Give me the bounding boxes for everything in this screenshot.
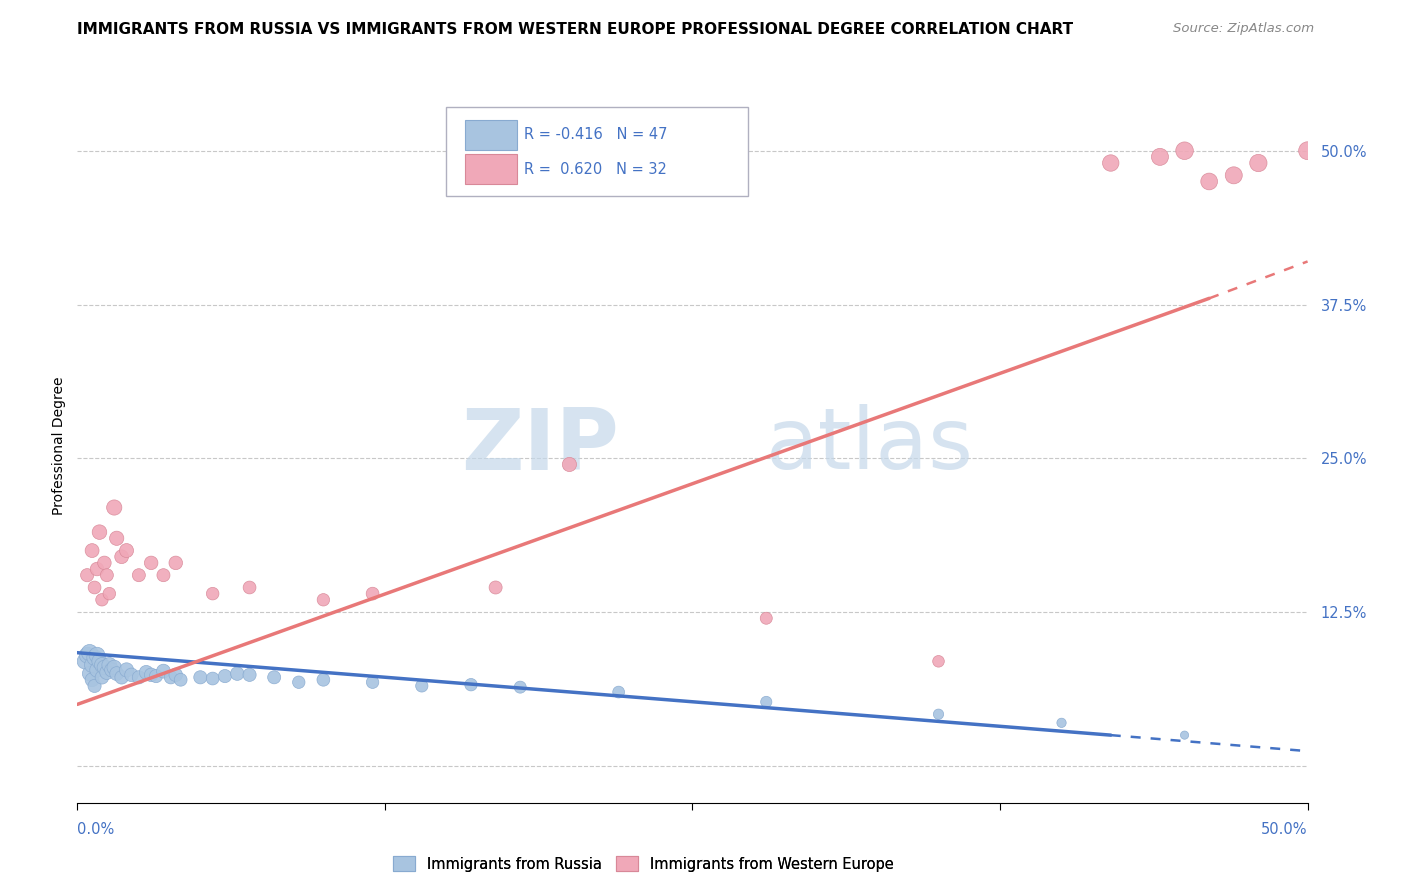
Point [76, 648, 98, 662]
Point [165, 556, 187, 570]
Point [128, 568, 150, 582]
Point [460, 678, 482, 692]
Point [607, 685, 630, 699]
Point [135, 665, 157, 680]
Point [165, 668, 187, 682]
Point [96, 568, 118, 582]
FancyBboxPatch shape [465, 120, 516, 150]
Point [90, 670, 114, 684]
Point [83, 679, 105, 693]
Point [755, 695, 778, 709]
Point [111, 549, 132, 564]
Point [361, 675, 384, 690]
Point [160, 670, 183, 684]
Point [105, 666, 128, 681]
Point [188, 670, 212, 684]
Point [411, 679, 433, 693]
Point [141, 668, 163, 682]
Text: R = -0.416   N = 47: R = -0.416 N = 47 [524, 128, 668, 143]
Point [90, 658, 114, 673]
Point [201, 672, 224, 686]
Point [82, 658, 104, 673]
Point [79, 666, 101, 681]
Point [214, 669, 236, 683]
Point [152, 664, 174, 678]
Point [1247, 156, 1270, 170]
Point [103, 500, 125, 515]
Y-axis label: Professional Degree: Professional Degree [52, 376, 66, 516]
Text: atlas: atlas [766, 404, 974, 488]
Point [86, 648, 108, 662]
Point [93, 660, 115, 674]
Text: 0.0%: 0.0% [77, 822, 114, 837]
Point [312, 673, 335, 687]
Point [83, 650, 105, 665]
Point [201, 587, 224, 601]
Point [98, 587, 121, 601]
Point [73, 654, 96, 668]
Point [115, 663, 138, 677]
FancyBboxPatch shape [465, 154, 516, 184]
Point [76, 568, 98, 582]
Legend: Immigrants from Russia, Immigrants from Western Europe: Immigrants from Russia, Immigrants from … [387, 850, 900, 878]
Point [239, 668, 262, 682]
Point [90, 592, 114, 607]
Text: 50.0%: 50.0% [1261, 822, 1308, 837]
Point [79, 646, 101, 660]
Point [103, 660, 125, 674]
Point [105, 531, 128, 545]
Point [485, 581, 508, 595]
FancyBboxPatch shape [447, 107, 748, 196]
Point [93, 556, 115, 570]
Point [145, 669, 167, 683]
Point [82, 543, 104, 558]
Text: ZIP: ZIP [461, 404, 619, 488]
Point [170, 673, 193, 687]
Point [928, 654, 950, 668]
Point [1223, 169, 1246, 183]
Point [509, 680, 531, 694]
Point [152, 568, 174, 582]
Point [121, 668, 143, 682]
Point [82, 673, 104, 687]
Point [96, 665, 118, 680]
Point [98, 658, 121, 673]
Point [101, 663, 124, 677]
Point [83, 581, 105, 595]
Point [239, 581, 262, 595]
Text: IMMIGRANTS FROM RUSSIA VS IMMIGRANTS FROM WESTERN EUROPE PROFESSIONAL DEGREE COR: IMMIGRANTS FROM RUSSIA VS IMMIGRANTS FRO… [77, 22, 1073, 37]
Point [1296, 144, 1319, 158]
Point [128, 670, 150, 684]
Point [928, 707, 950, 722]
Point [1050, 715, 1073, 730]
Point [288, 675, 311, 690]
Point [361, 587, 384, 601]
Point [755, 611, 778, 625]
Point [89, 525, 111, 540]
Point [312, 592, 335, 607]
Point [89, 654, 111, 668]
Point [558, 458, 581, 472]
Text: Source: ZipAtlas.com: Source: ZipAtlas.com [1174, 22, 1315, 36]
Point [86, 562, 108, 576]
Point [1198, 174, 1220, 188]
Point [1149, 150, 1171, 164]
Point [111, 670, 132, 684]
Point [226, 666, 249, 681]
Point [141, 556, 163, 570]
Point [115, 543, 138, 558]
Point [86, 663, 108, 677]
Point [263, 670, 285, 684]
Point [1174, 144, 1197, 158]
Point [1099, 156, 1122, 170]
Point [1174, 728, 1197, 742]
Text: R =  0.620   N = 32: R = 0.620 N = 32 [524, 161, 666, 177]
